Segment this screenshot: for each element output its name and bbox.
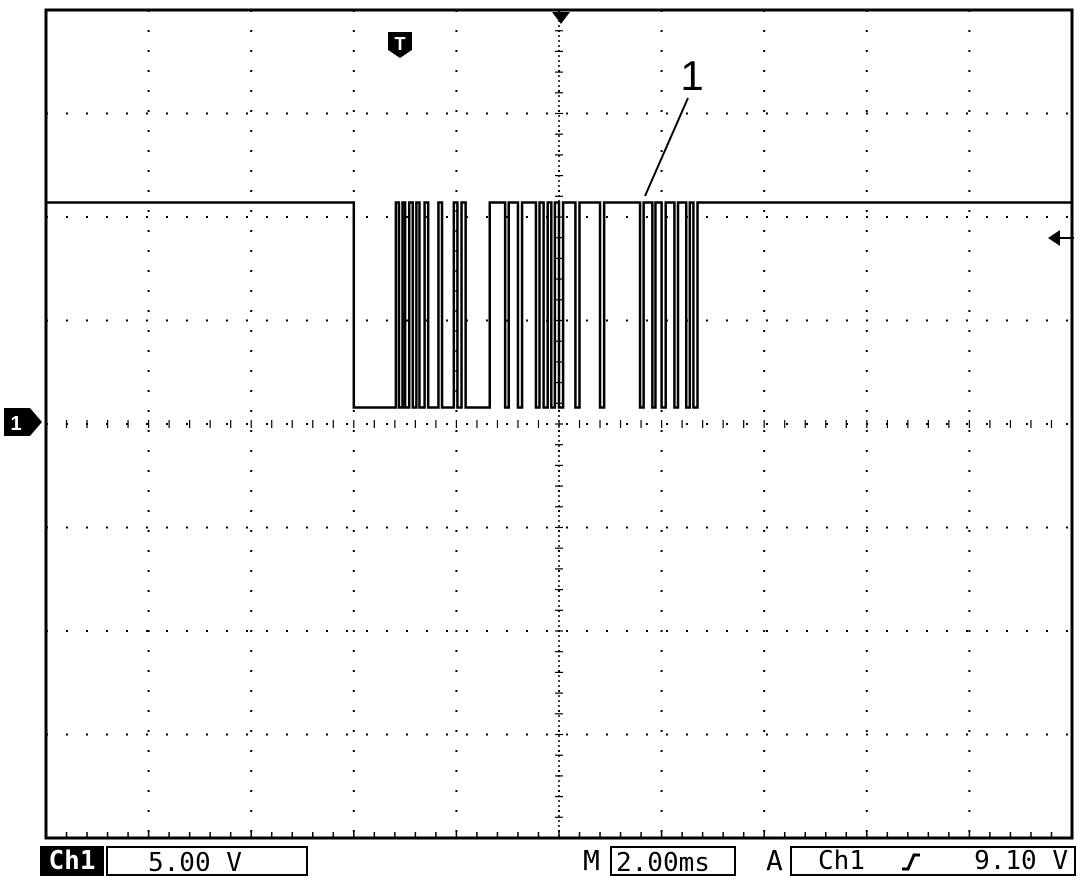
trigger-prefix: A bbox=[766, 844, 783, 877]
trigger-readout: Ch1 9.10 V bbox=[790, 846, 1076, 876]
graticule bbox=[44, 8, 1074, 840]
trigger-position-icon bbox=[552, 12, 570, 24]
channel-1-ground-marker: 1 bbox=[4, 408, 42, 436]
annotation-label: 1 bbox=[680, 52, 703, 99]
volts-per-div-value: 5.00 V bbox=[148, 848, 242, 878]
channel-label: Ch1 bbox=[40, 846, 104, 876]
rising-edge-icon bbox=[902, 853, 920, 871]
channel-marker-label: 1 bbox=[10, 413, 21, 435]
volts-per-div-readout: 5.00 V bbox=[106, 846, 308, 878]
timebase-prefix: M bbox=[583, 844, 600, 877]
waveform-trace bbox=[46, 201, 1072, 409]
trigger-level-arrow-icon bbox=[1048, 230, 1074, 246]
trigger-source: Ch1 bbox=[818, 846, 865, 876]
channel-1-trace bbox=[46, 201, 1072, 409]
timebase-readout: 2.00ms bbox=[610, 846, 736, 878]
annotation-callout: 1 bbox=[644, 52, 704, 197]
trigger-level: 9.10 V bbox=[974, 846, 1068, 876]
trigger-marker-label: T bbox=[395, 34, 406, 54]
trigger-marker: T bbox=[388, 32, 412, 58]
timebase-value: 2.00ms bbox=[616, 848, 710, 878]
